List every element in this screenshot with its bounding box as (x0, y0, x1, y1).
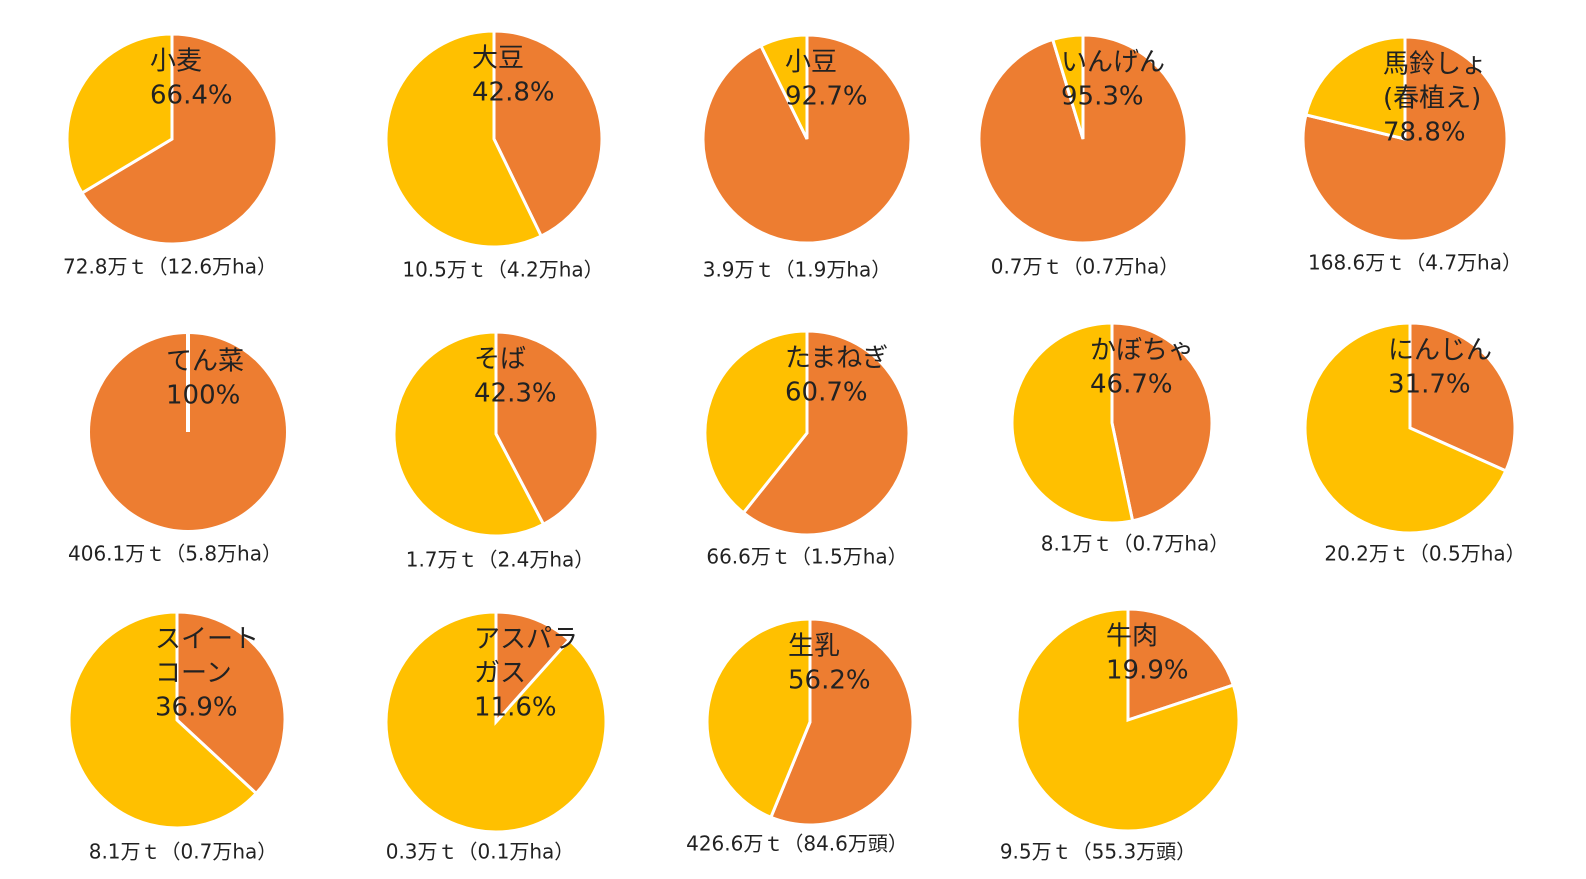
pie-slice (705, 617, 812, 820)
slice-label: 馬鈴しょ (1383, 50, 1487, 80)
value-label: 42.3% (474, 379, 557, 409)
caption: 66.6万ｔ（1.5万ha） (706, 545, 907, 569)
value-label: 66.4% (150, 81, 233, 111)
slice-label: かぼちゃ (1090, 336, 1194, 366)
pie-chart: そば 42.3% 1.7万ｔ（2.4万ha） (392, 330, 600, 572)
caption: 20.2万ｔ（0.5万ha） (1324, 542, 1525, 566)
pie-slice (703, 329, 809, 515)
pie-chart: たまねぎ 60.7% 66.6万ｔ（1.5万ha） (703, 329, 911, 569)
slice-label: (春植え) (1383, 84, 1481, 114)
slice-label: 小麦 (150, 47, 202, 77)
slice-label: たまねぎ (785, 344, 888, 374)
pie-slice (492, 29, 604, 239)
pie-chart: 小豆 92.7% 3.9万ｔ（1.9万ha） (701, 33, 913, 282)
slice-label: 生乳 (788, 632, 840, 662)
caption: 72.8万ｔ（12.6万ha） (63, 255, 277, 279)
caption: 9.5万ｔ（55.3万頭） (1000, 840, 1196, 864)
value-label: 11.6% (474, 693, 557, 723)
pie-slice (494, 610, 572, 726)
slice-label: スイート (155, 625, 259, 655)
slice-label: にんじん (1388, 336, 1492, 366)
caption: 168.6万ｔ（4.7万ha） (1308, 251, 1522, 275)
value-label: 95.3% (1061, 82, 1144, 112)
pie-slice (1015, 607, 1241, 833)
pie-slice (384, 29, 544, 249)
pie-chart: いんげん 95.3% 0.7万ｔ（0.7万ha） (977, 33, 1189, 279)
slice-label: てん菜 (166, 347, 244, 377)
pie-slice (1408, 321, 1517, 473)
value-label: 92.7% (785, 82, 868, 112)
value-label: 78.8% (1383, 118, 1466, 148)
caption: 0.7万ｔ（0.7万ha） (991, 255, 1180, 279)
slice-label: いんげん (1061, 48, 1165, 78)
caption: 8.1万ｔ（0.7万ha） (89, 840, 278, 864)
slice-label: コーン (155, 659, 232, 689)
pie-slice (392, 330, 546, 538)
pie-slice (1050, 33, 1085, 140)
caption: 426.6万ｔ（84.6万頭） (686, 832, 908, 856)
value-label: 36.9% (155, 693, 238, 723)
pie-chart: てん菜 100% 406.1万ｔ（5.8万ha） (68, 334, 286, 566)
pie-slice (741, 329, 911, 537)
pie-chart: 生乳 56.2% 426.6万ｔ（84.6万頭） (686, 617, 915, 856)
pie-slice (758, 33, 809, 140)
slice-label: ガス (474, 659, 526, 689)
slice-label: アスパラ (474, 625, 578, 655)
pie-chart: 馬鈴しょ (春植え) 78.8% 168.6万ｔ（4.7万ha） (1301, 35, 1522, 275)
pie-slice (67, 610, 259, 830)
pie-chart: にんじん 31.7% 20.2万ｔ（0.5万ha） (1303, 321, 1526, 566)
caption: 10.5万ｔ（4.2万ha） (402, 258, 603, 282)
value-label: 31.7% (1388, 370, 1471, 400)
pie-slice (175, 610, 287, 796)
pie-chart: 牛肉 19.9% 9.5万ｔ（55.3万頭） (1000, 607, 1241, 864)
slice-label: そば (474, 345, 526, 375)
value-label: 100% (166, 381, 240, 411)
pie-chart: 大豆 42.8% 10.5万ｔ（4.2万ha） (384, 29, 604, 282)
slice-label: 牛肉 (1106, 622, 1158, 652)
caption: 8.1万ｔ（0.7万ha） (1041, 532, 1230, 556)
pie-chart: 小麦 66.4% 72.8万ｔ（12.6万ha） (63, 32, 279, 279)
pie-slice (1304, 35, 1407, 141)
caption: 1.7万ｔ（2.4万ha） (406, 548, 595, 572)
value-label: 56.2% (788, 666, 871, 696)
value-label: 60.7% (785, 378, 868, 408)
pie-slice (1301, 35, 1509, 243)
pie-slice (79, 32, 279, 246)
pie-slice (384, 610, 608, 834)
value-label: 19.9% (1106, 656, 1189, 686)
value-label: 42.8% (472, 78, 555, 108)
value-label: 46.7% (1090, 370, 1173, 400)
slice-label: 大豆 (472, 44, 524, 74)
caption: 0.3万ｔ（0.1万ha） (386, 840, 575, 864)
pie-slice (1010, 321, 1135, 525)
caption: 3.9万ｔ（1.9万ha） (703, 258, 892, 282)
caption: 406.1万ｔ（5.8万ha） (68, 542, 282, 566)
pie-slice (65, 32, 174, 196)
pie-slice (1303, 321, 1508, 535)
pie-slice (1110, 321, 1214, 523)
pie-slice (494, 330, 600, 527)
pie-chart: かぼちゃ 46.7% 8.1万ｔ（0.7万ha） (1010, 321, 1230, 556)
slice-label: 小豆 (785, 48, 837, 78)
pie-slice (768, 617, 915, 827)
